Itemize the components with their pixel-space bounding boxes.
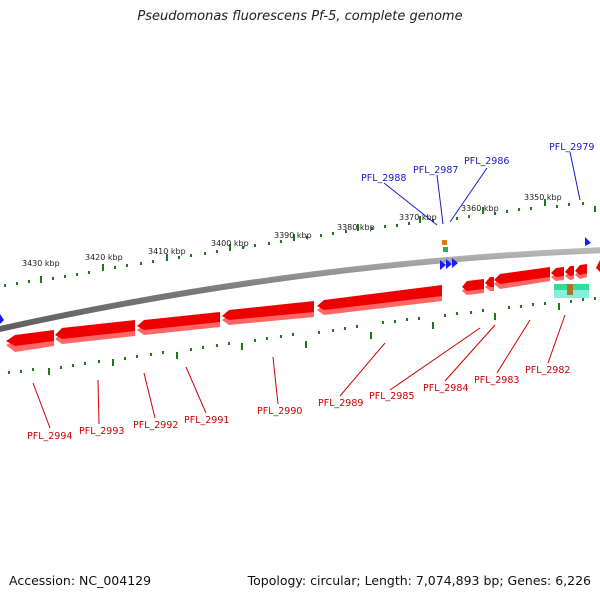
gene-reverse-small-a[interactable] bbox=[565, 266, 574, 280]
leader-line bbox=[272, 356, 279, 405]
leader-line bbox=[436, 174, 444, 225]
gene-forward-left-edge[interactable] bbox=[0, 314, 4, 324]
gene-pfl-2984[interactable] bbox=[485, 277, 494, 291]
gene-pfl-2982[interactable] bbox=[551, 267, 564, 281]
leader-line bbox=[383, 182, 438, 226]
gene-label-pfl-2993[interactable]: PFL_2993 bbox=[79, 426, 124, 437]
gene-label-pfl-2982[interactable]: PFL_2982 bbox=[525, 365, 570, 376]
gene-pfl-2987[interactable] bbox=[446, 259, 452, 269]
accession-text: Accession: NC_004129 bbox=[9, 573, 152, 588]
leader-line bbox=[97, 379, 100, 425]
gene-pfl-2992[interactable] bbox=[137, 312, 220, 335]
leader-line bbox=[496, 319, 531, 374]
tick-label: 3400 kbp bbox=[211, 239, 249, 248]
reverse-genes bbox=[6, 260, 600, 352]
leader-line bbox=[389, 327, 481, 391]
gene-label-pfl-2986[interactable]: PFL_2986 bbox=[464, 156, 509, 167]
gene-reverse-small-b[interactable] bbox=[575, 264, 587, 279]
gene-label-pfl-2994[interactable]: PFL_2994 bbox=[27, 431, 72, 442]
gene-label-pfl-2984[interactable]: PFL_2984 bbox=[423, 383, 468, 394]
forward-genes bbox=[0, 237, 591, 324]
gene-label-pfl-2992[interactable]: PFL_2992 bbox=[133, 420, 178, 431]
tick-label: 3350 kbp bbox=[524, 193, 562, 202]
tick-label: 3430 kbp bbox=[22, 259, 60, 268]
gene-pfl-2991[interactable] bbox=[222, 301, 314, 325]
gene-label-pfl-2990[interactable]: PFL_2990 bbox=[257, 406, 302, 417]
tick-label: 3410 kbp bbox=[148, 247, 186, 256]
gene-label-pfl-2983[interactable]: PFL_2983 bbox=[474, 375, 519, 386]
gene-label-pfl-2985[interactable]: PFL_2985 bbox=[369, 391, 414, 402]
forward-gene-labels: PFL_2988 PFL_2987 PFL_2986 PFL_2979 bbox=[361, 142, 594, 226]
gene-pfl-2986[interactable] bbox=[452, 258, 458, 268]
gene-pfl-2989[interactable] bbox=[317, 285, 442, 315]
features bbox=[442, 240, 589, 298]
leader-line bbox=[339, 342, 386, 397]
inner-scale bbox=[8, 297, 596, 375]
leader-line bbox=[449, 167, 488, 223]
gene-pfl-2979[interactable] bbox=[585, 237, 591, 246]
leader-line bbox=[143, 372, 156, 419]
outer-scale bbox=[4, 199, 596, 287]
gene-label-pfl-2988[interactable]: PFL_2988 bbox=[361, 173, 406, 184]
gene-pfl-2988[interactable] bbox=[440, 260, 446, 270]
feature-green[interactable] bbox=[443, 247, 448, 252]
genome-backbone bbox=[0, 247, 600, 332]
gene-pfl-2994[interactable] bbox=[6, 330, 54, 352]
leader-line bbox=[32, 382, 51, 429]
genome-title: Pseudomonas fluorescens Pf-5, complete g… bbox=[137, 9, 463, 24]
gene-label-pfl-2979[interactable]: PFL_2979 bbox=[549, 142, 594, 153]
feature-orange-block[interactable] bbox=[567, 284, 573, 295]
tick-label: 3360 kbp bbox=[461, 204, 499, 213]
leader-line bbox=[185, 366, 207, 414]
tick-label: 3370 kbp bbox=[399, 213, 437, 222]
gene-label-pfl-2991[interactable]: PFL_2991 bbox=[184, 415, 229, 426]
gene-label-pfl-2987[interactable]: PFL_2987 bbox=[413, 165, 458, 176]
gene-pfl-2993[interactable] bbox=[55, 320, 135, 344]
genome-summary-text: Topology: circular; Length: 7,074,893 bp… bbox=[247, 573, 591, 588]
gene-label-pfl-2989[interactable]: PFL_2989 bbox=[318, 398, 363, 409]
reverse-gene-labels: PFL_2994 PFL_2993 PFL_2992 PFL_2991 PFL_… bbox=[27, 314, 570, 442]
leader-line bbox=[547, 314, 566, 364]
leader-line bbox=[569, 151, 581, 201]
gene-pfl-2985[interactable] bbox=[462, 279, 484, 295]
gene-pfl-2983[interactable] bbox=[494, 267, 550, 289]
tick-labels: 3430 kbp 3420 kbp 3410 kbp 3400 kbp 3390… bbox=[22, 193, 562, 268]
leader-line bbox=[444, 324, 496, 382]
gene-reverse-edge[interactable] bbox=[596, 260, 600, 272]
tick-label: 3380 kbp bbox=[337, 223, 375, 232]
tick-label: 3420 kbp bbox=[85, 253, 123, 262]
tick-label: 3390 kbp bbox=[274, 231, 312, 240]
feature-orange[interactable] bbox=[442, 240, 447, 245]
